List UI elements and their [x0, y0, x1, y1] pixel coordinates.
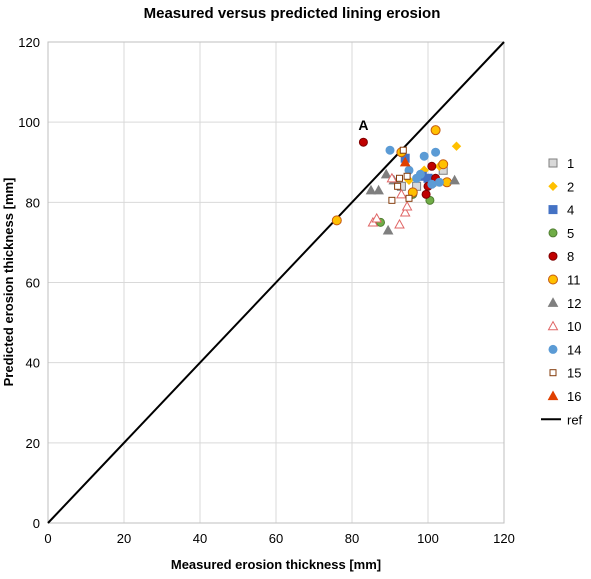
point-series-14	[431, 147, 441, 157]
x-tick-label: 0	[44, 531, 51, 546]
point-series-8	[421, 189, 431, 199]
y-tick-label: 80	[26, 195, 40, 210]
point-series-8	[358, 137, 368, 147]
y-tick-label: 40	[26, 356, 40, 371]
plot-area	[47, 41, 505, 524]
legend-marker-4	[548, 205, 558, 215]
legend-marker-5	[548, 228, 558, 238]
chart-title: Measured versus predicted lining erosion	[144, 5, 441, 22]
legend-label: 12	[567, 296, 581, 311]
point-series-14	[385, 145, 395, 155]
point-series-15	[399, 146, 407, 154]
y-axis-label: Predicted erosion thickness [mm]	[1, 178, 16, 387]
legend-marker-11	[548, 274, 558, 285]
point-series-11	[430, 125, 441, 136]
point-series-11	[407, 187, 418, 198]
point-series-10	[401, 200, 413, 211]
annotation-a: A	[358, 117, 368, 133]
legend-label: 2	[567, 179, 574, 194]
point-series-12	[373, 184, 384, 195]
tick-labels: 0 20 40 60 80 100 120 0 20 40 60 80 100 120	[18, 35, 515, 546]
x-tick-label: 40	[193, 531, 207, 546]
legend-marker-2	[548, 181, 558, 192]
point-series-8	[427, 161, 437, 171]
x-tick-label: 20	[117, 531, 131, 546]
point-series-14	[427, 179, 437, 189]
legend-label: 4	[567, 203, 574, 218]
point-series-10	[371, 212, 383, 223]
legend-label: 11	[567, 273, 581, 288]
legend-marker-12	[547, 297, 559, 307]
point-series-12	[382, 224, 394, 235]
point-series-15	[396, 174, 403, 182]
legend-label: 14	[567, 342, 581, 357]
point-series-10	[394, 218, 405, 229]
point-series-15	[388, 196, 396, 204]
legend-marker-16	[547, 390, 559, 401]
legend-label: 15	[567, 366, 581, 381]
point-series-14	[434, 177, 444, 187]
point-series-11	[331, 215, 342, 226]
point-series-16	[399, 156, 411, 167]
legend-marker-10	[547, 320, 559, 331]
x-axis-label: Measured erosion thickness [mm]	[171, 557, 381, 572]
y-tick-label: 100	[18, 115, 40, 130]
point-series-12	[380, 168, 392, 179]
legend-marker-8	[548, 251, 558, 261]
x-tick-label: 120	[493, 531, 515, 546]
legend-label: 1	[567, 156, 574, 171]
x-tick-label: 60	[269, 531, 283, 546]
legend-marker-1	[548, 158, 558, 168]
point-series-2	[451, 141, 462, 151]
legend-marker-14	[548, 344, 558, 354]
reference-line	[47, 41, 505, 524]
point-series-12	[365, 184, 377, 195]
legend-label: 5	[567, 226, 574, 241]
point-series-10	[386, 172, 398, 183]
data-points	[331, 125, 462, 235]
point-series-10	[396, 188, 407, 199]
y-tick-label: 120	[18, 35, 40, 50]
point-series-12	[449, 174, 460, 185]
point-series-15	[405, 194, 413, 202]
legend-label: 8	[567, 249, 574, 264]
y-tick-label: 60	[26, 276, 40, 291]
point-series-10	[399, 206, 411, 217]
legend-label: 10	[567, 319, 581, 334]
legend-label: 16	[567, 389, 581, 404]
legend-label: ref	[567, 412, 583, 427]
point-series-15	[403, 172, 411, 180]
point-series-11	[438, 159, 449, 170]
point-series-14	[412, 173, 422, 183]
point-series-14	[419, 151, 429, 161]
x-tick-label: 100	[417, 531, 439, 546]
y-tick-label: 20	[26, 436, 40, 451]
point-series-15	[394, 182, 402, 190]
y-tick-label: 0	[33, 516, 40, 531]
x-tick-label: 80	[345, 531, 359, 546]
legend-marker-15	[549, 369, 557, 377]
